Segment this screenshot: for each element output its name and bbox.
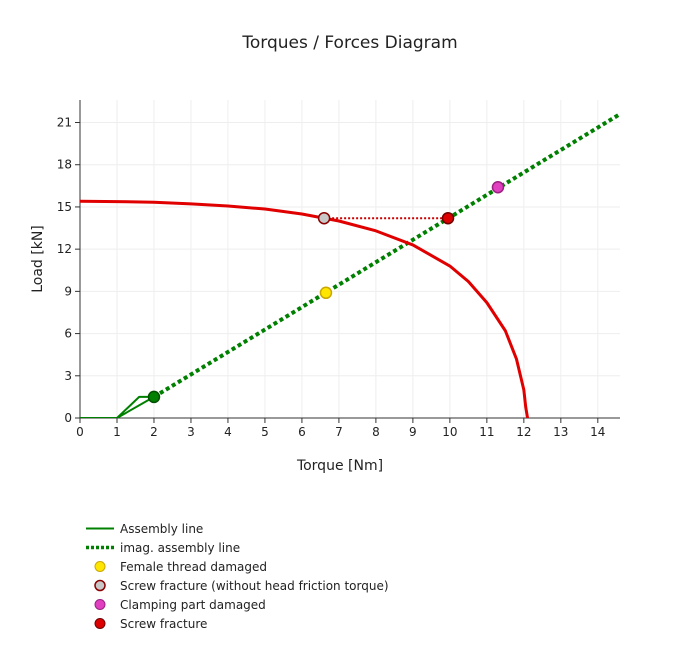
x-tick-label: 12 (516, 425, 531, 439)
legend-line-dotted-icon (84, 538, 116, 557)
legend-label: Screw fracture (without head friction to… (120, 578, 389, 593)
x-tick-label: 9 (409, 425, 417, 439)
x-tick-label: 8 (372, 425, 380, 439)
x-tick-label: 10 (442, 425, 457, 439)
legend-item-screw-fracture[interactable]: Screw fracture (84, 614, 389, 633)
x-tick-label: 4 (224, 425, 232, 439)
legend-marker-red-icon (84, 614, 116, 633)
y-tick-label: 21 (57, 116, 72, 130)
legend-item-female-thread[interactable]: Female thread damaged (84, 557, 389, 576)
legend-item-assembly-line[interactable]: Assembly line (84, 519, 389, 538)
data-point-marker (147, 390, 161, 404)
data-point-marker (441, 211, 455, 225)
x-axis-title: Torque [Nm] (296, 458, 383, 474)
x-tick-label: 2 (150, 425, 158, 439)
data-point-marker (317, 211, 331, 225)
legend-item-clamping-part[interactable]: Clamping part damaged (84, 595, 389, 614)
x-tick-label: 13 (553, 425, 568, 439)
series-line-assembly-line (80, 395, 155, 418)
legend-marker-magenta-icon (84, 595, 116, 614)
chart-title: Torques / Forces Diagram (242, 33, 458, 53)
y-tick-label: 6 (64, 327, 72, 341)
series-group (80, 112, 620, 418)
legend-label: Screw fracture (120, 616, 208, 631)
legend-item-screw-fracture-no-head[interactable]: Screw fracture (without head friction to… (84, 576, 389, 595)
legend-label: imag. assembly line (120, 540, 241, 555)
y-tick-label: 18 (57, 158, 72, 172)
legend-line-solid-icon (84, 519, 116, 538)
y-tick-label: 0 (64, 411, 72, 425)
series-line-limit-curve (80, 199, 530, 418)
x-tick-label: 3 (187, 425, 195, 439)
x-tick-label: 6 (298, 425, 306, 439)
y-tick-label: 15 (57, 200, 72, 214)
y-axis-title: Load [kN] (30, 225, 46, 293)
legend-label: Assembly line (120, 521, 204, 536)
data-point-marker (319, 286, 333, 300)
x-tick-label: 5 (261, 425, 269, 439)
x-tick-label: 0 (76, 425, 84, 439)
x-tick-label: 7 (335, 425, 343, 439)
legend-marker-grey-icon (84, 576, 116, 595)
legend-item-imag-assembly-line[interactable]: imag. assembly line (84, 538, 389, 557)
series-line-imag-assembly-line (152, 112, 620, 399)
x-tick-label: 14 (590, 425, 605, 439)
legend-label: Clamping part damaged (120, 597, 266, 612)
data-point-marker (491, 180, 505, 194)
x-tick-label: 1 (113, 425, 121, 439)
y-tick-label: 3 (64, 369, 72, 383)
y-tick-label: 12 (57, 242, 72, 256)
legend: Assembly line imag. assembly line Female… (84, 519, 389, 633)
y-tick-label: 9 (64, 284, 72, 298)
legend-marker-yellow-icon (84, 557, 116, 576)
legend-label: Female thread damaged (120, 559, 267, 574)
x-tick-label: 11 (479, 425, 494, 439)
